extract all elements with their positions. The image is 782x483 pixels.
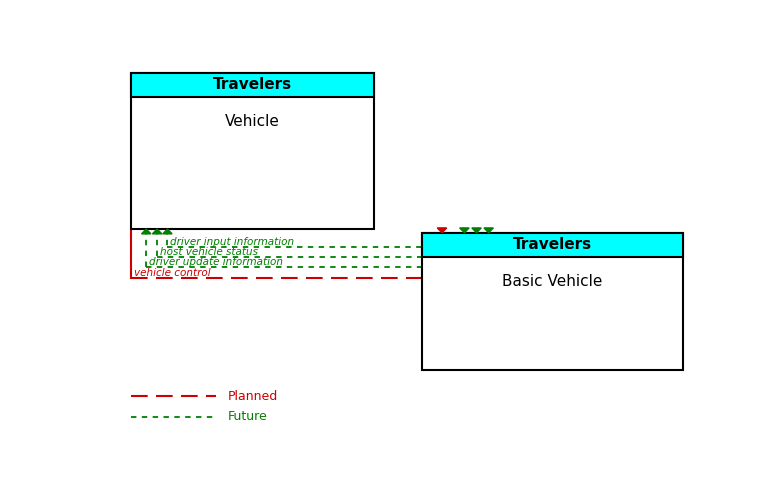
Polygon shape	[472, 228, 481, 233]
Polygon shape	[152, 229, 162, 234]
Text: Future: Future	[228, 411, 267, 424]
Text: Travelers: Travelers	[513, 237, 592, 252]
Bar	[131, 73, 374, 97]
Polygon shape	[460, 228, 469, 233]
Text: Basic Vehicle: Basic Vehicle	[502, 274, 602, 289]
Text: driver input information: driver input information	[170, 237, 295, 247]
Text: driver update information: driver update information	[149, 257, 283, 268]
Polygon shape	[437, 228, 447, 233]
Text: vehicle control: vehicle control	[135, 268, 210, 278]
Polygon shape	[484, 228, 493, 233]
Text: host vehicle status: host vehicle status	[160, 247, 258, 257]
Bar	[422, 233, 683, 370]
Text: Travelers: Travelers	[213, 77, 292, 92]
Bar	[131, 73, 374, 229]
Polygon shape	[163, 229, 172, 234]
Text: Vehicle: Vehicle	[225, 114, 280, 129]
Polygon shape	[142, 229, 151, 234]
Bar	[422, 233, 683, 257]
Text: Planned: Planned	[228, 390, 278, 403]
